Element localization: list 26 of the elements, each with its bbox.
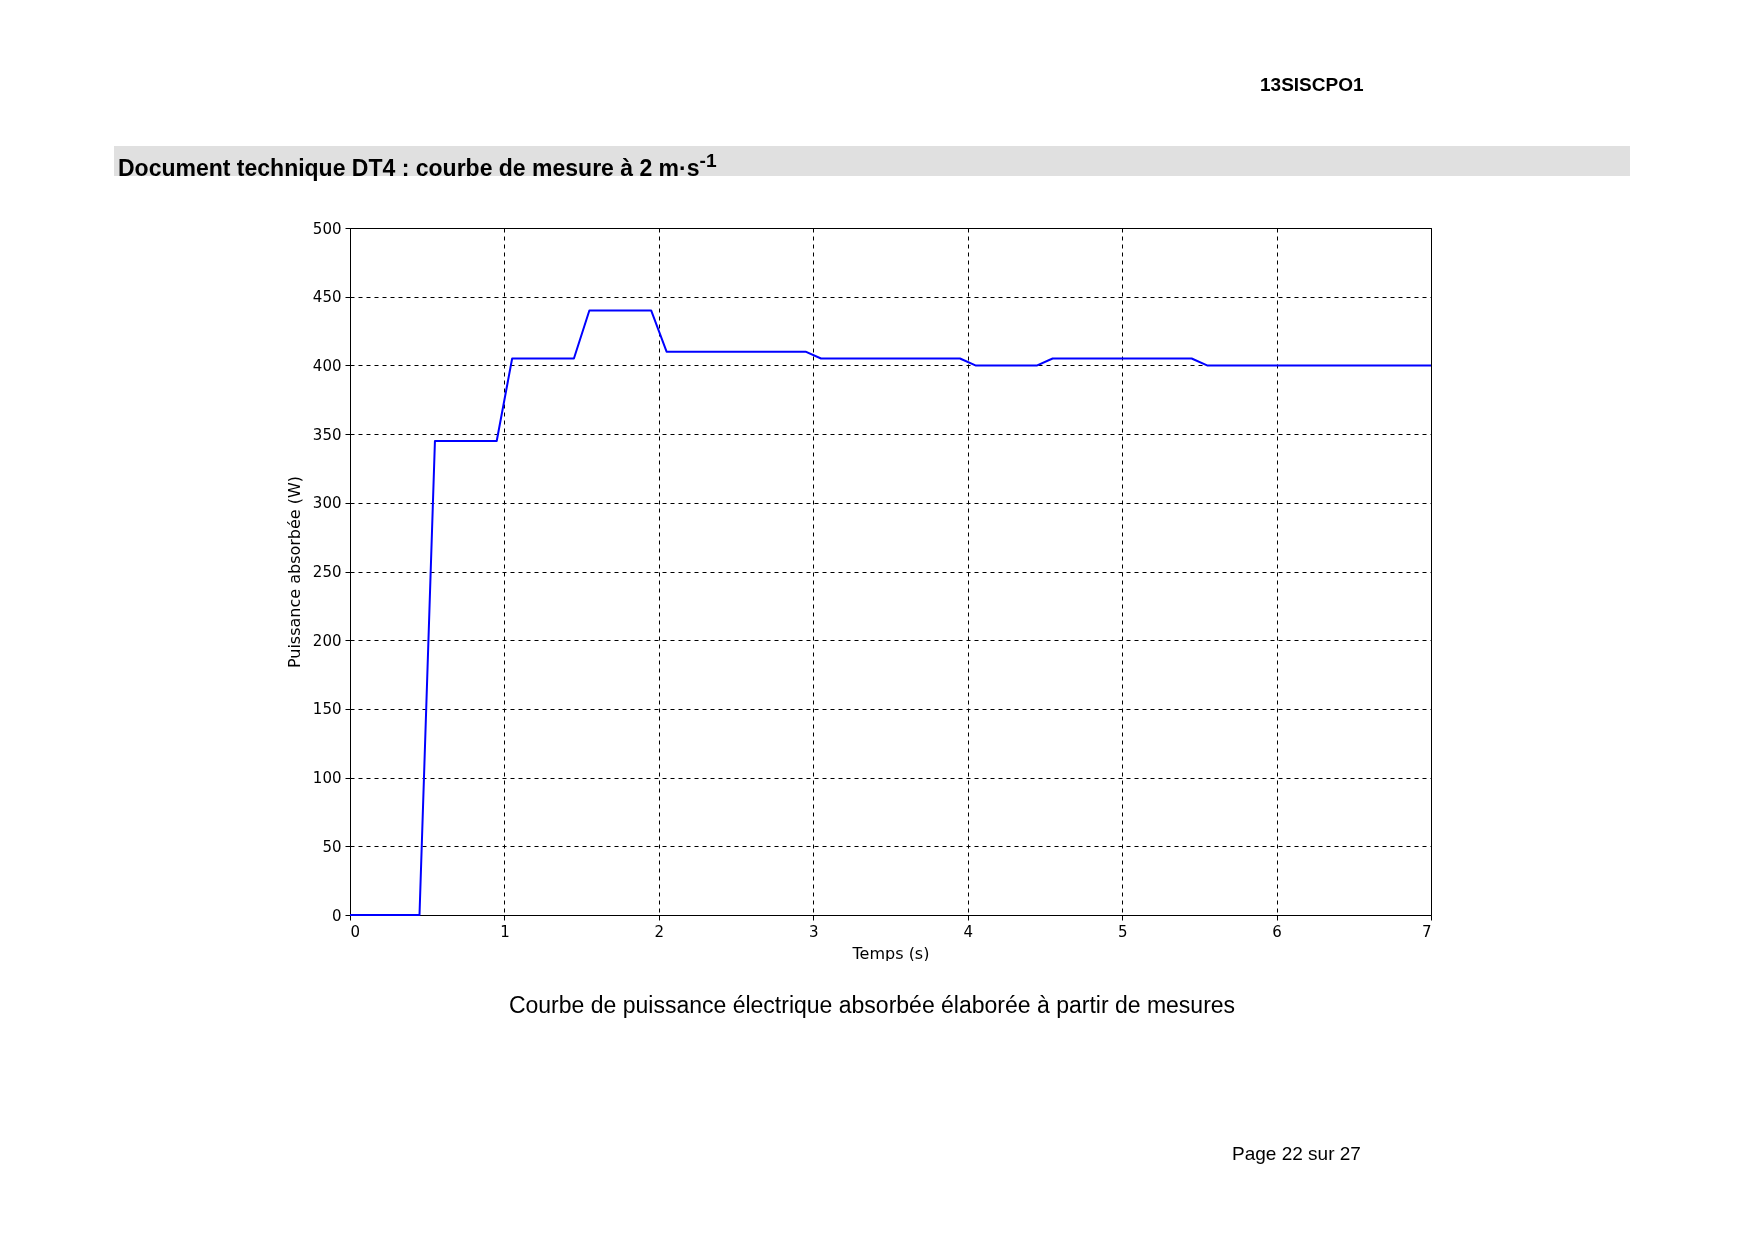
text: 13SISCPO1 (1260, 74, 1364, 96)
text: Courbe de puissance électrique absorbée élaborée à partir de mesures (507, 992, 1237, 1019)
x-tick-label: 5 (1117, 922, 1128, 941)
x-tick-label: 4 (963, 922, 973, 941)
x-tick-label: 0 (350, 922, 361, 941)
text: Page 22 sur 27 (1232, 1143, 1361, 1165)
x-axis-title: Temps (s) (851, 943, 930, 963)
y-tick-label: 300 (312, 494, 342, 513)
y-tick-label: 250 (312, 563, 342, 581)
x-tick-label: 2 (654, 922, 665, 941)
y-tick-label: 400 (312, 356, 342, 375)
y-tick-label: 100 (312, 769, 342, 788)
y-tick-label: 450 (312, 288, 342, 307)
y-tick-label: 50 (322, 837, 342, 856)
chart-title: Document technique DT4 : courbe de mesure à 2 m·s$^{-1}$ (117, 149, 718, 181)
y-tick-label: 200 (312, 631, 342, 650)
y-axis-title: Puissance absorbée (W) (284, 475, 304, 669)
x-tick-label: 3 (809, 922, 819, 941)
line-series (349, 309, 1432, 916)
x-tick-label: 6 (1272, 922, 1282, 941)
y-tick-label: 0 (331, 906, 342, 925)
y-tick-label: 150 (312, 700, 342, 719)
y-tick-label: 350 (312, 425, 342, 444)
x-tick-label: 7 (1421, 922, 1432, 941)
y-tick-label: 500 (312, 219, 342, 238)
x-tick-label: 1 (500, 922, 510, 941)
